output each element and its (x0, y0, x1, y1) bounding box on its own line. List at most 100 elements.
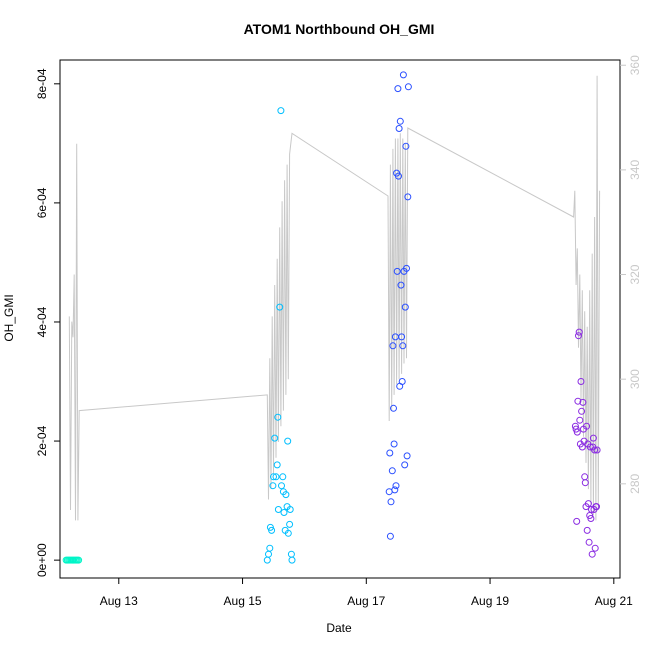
data-point-series-2 (272, 473, 280, 481)
y-axis-right: 280 300 320 340 360 (620, 55, 642, 494)
data-point-series-4 (591, 544, 599, 552)
y-tick-label: 8e-04 (35, 68, 49, 99)
data-point-series-4 (575, 332, 582, 340)
data-point-series-3 (399, 71, 407, 79)
data-point-series-4 (575, 328, 583, 336)
y-tick-label: 2e-04 (35, 425, 49, 456)
data-point-series-2 (274, 413, 282, 421)
data-point-series-2 (279, 473, 287, 481)
data-point-series-3 (391, 486, 399, 494)
data-point-series-3 (403, 264, 410, 272)
y2-tick-label: 340 (628, 160, 642, 180)
data-point-series-2 (263, 556, 271, 564)
data-point-series-2 (284, 529, 292, 537)
data-point-series-4 (573, 428, 581, 436)
data-point-series-4 (589, 434, 597, 442)
data-point-series-3 (395, 125, 403, 132)
y2-tick-label: 320 (628, 264, 642, 284)
data-point-series-3 (389, 342, 397, 350)
data-point-series-4 (574, 397, 582, 405)
data-point-series-3 (390, 404, 397, 412)
data-point-series-4 (593, 446, 601, 454)
secondary-series-line (68, 75, 601, 521)
data-point-series-2 (265, 550, 272, 558)
data-point-series-2 (282, 491, 290, 499)
data-point-series-4 (588, 550, 596, 558)
x-axis-label: Date (326, 621, 352, 635)
data-point-series-1 (75, 556, 83, 564)
data-point-series-2 (286, 520, 294, 528)
data-point-series-2 (268, 526, 276, 534)
data-point-series-3 (402, 142, 410, 150)
y2-tick-label: 300 (628, 369, 642, 389)
data-point-series-2 (286, 506, 294, 513)
data-point-series-4 (585, 538, 593, 546)
data-point-series-4 (583, 526, 591, 534)
y-axis-left: 0e+00 2e-04 4e-04 6e-04 8e-04 (35, 68, 60, 577)
data-point-series-2 (278, 482, 285, 490)
data-point-series-3 (394, 85, 402, 93)
data-point-series-2 (274, 506, 282, 513)
x-tick-label: Aug 19 (471, 594, 509, 608)
data-point-series-4 (573, 517, 581, 525)
data-point-series-2 (271, 434, 279, 442)
points-layer (62, 71, 601, 564)
data-point-series-3 (392, 482, 400, 490)
data-point-series-3 (393, 267, 401, 275)
data-point-series-3 (398, 333, 406, 341)
data-point-series-2 (269, 482, 277, 490)
data-point-series-4 (593, 503, 600, 511)
secondary-line-layer (68, 75, 601, 521)
x-tick-label: Aug 21 (595, 594, 633, 608)
data-point-series-4 (584, 500, 592, 508)
y-axis-label: OH_GMI (2, 294, 16, 341)
data-point-series-3 (399, 342, 407, 350)
y-tick-label: 6e-04 (35, 187, 49, 218)
data-point-series-4 (577, 378, 585, 385)
x-axis: Aug 13 Aug 15 Aug 17 Aug 19 Aug 21 (100, 578, 633, 608)
data-point-series-3 (388, 467, 396, 475)
data-point-series-3 (385, 488, 393, 496)
plot-frame (59, 59, 621, 579)
chart-title: ATOM1 Northbound OH_GMI (244, 21, 435, 37)
data-point-series-3 (404, 193, 412, 201)
data-point-series-2 (277, 107, 285, 115)
data-point-series-4 (581, 473, 589, 481)
y-tick-label: 0e+00 (35, 543, 49, 577)
data-point-series-3 (397, 281, 405, 289)
data-point-series-3 (396, 117, 404, 125)
data-point-series-2 (266, 544, 274, 552)
data-point-series-3 (401, 303, 409, 311)
data-point-series-3 (395, 172, 402, 180)
y-tick-label: 4e-04 (35, 306, 49, 337)
x-tick-label: Aug 13 (100, 594, 138, 608)
data-point-series-2 (288, 556, 296, 564)
data-point-series-4 (591, 446, 599, 454)
data-point-series-3 (390, 440, 398, 448)
y2-tick-label: 360 (628, 55, 642, 75)
x-tick-label: Aug 15 (224, 594, 262, 608)
data-point-series-3 (398, 378, 406, 385)
data-point-series-2 (280, 509, 288, 516)
data-point-series-3 (387, 498, 395, 506)
data-point-series-4 (587, 515, 595, 522)
data-point-series-4 (581, 479, 589, 487)
data-point-series-4 (578, 407, 586, 415)
y2-tick-label: 280 (628, 473, 642, 493)
data-point-series-4 (583, 422, 591, 430)
data-point-series-4 (579, 398, 587, 406)
data-point-series-2 (273, 461, 281, 469)
x-tick-label: Aug 17 (347, 594, 385, 608)
data-point-series-4 (576, 416, 584, 424)
data-point-series-3 (403, 452, 411, 460)
data-point-series-2 (287, 550, 295, 558)
data-point-series-3 (404, 83, 412, 91)
data-point-series-2 (270, 473, 277, 481)
data-point-series-2 (284, 437, 292, 445)
data-point-series-3 (386, 449, 394, 457)
data-point-series-2 (276, 303, 284, 311)
data-point-series-3 (391, 333, 399, 341)
data-point-series-3 (401, 461, 409, 469)
data-point-series-3 (386, 532, 394, 540)
